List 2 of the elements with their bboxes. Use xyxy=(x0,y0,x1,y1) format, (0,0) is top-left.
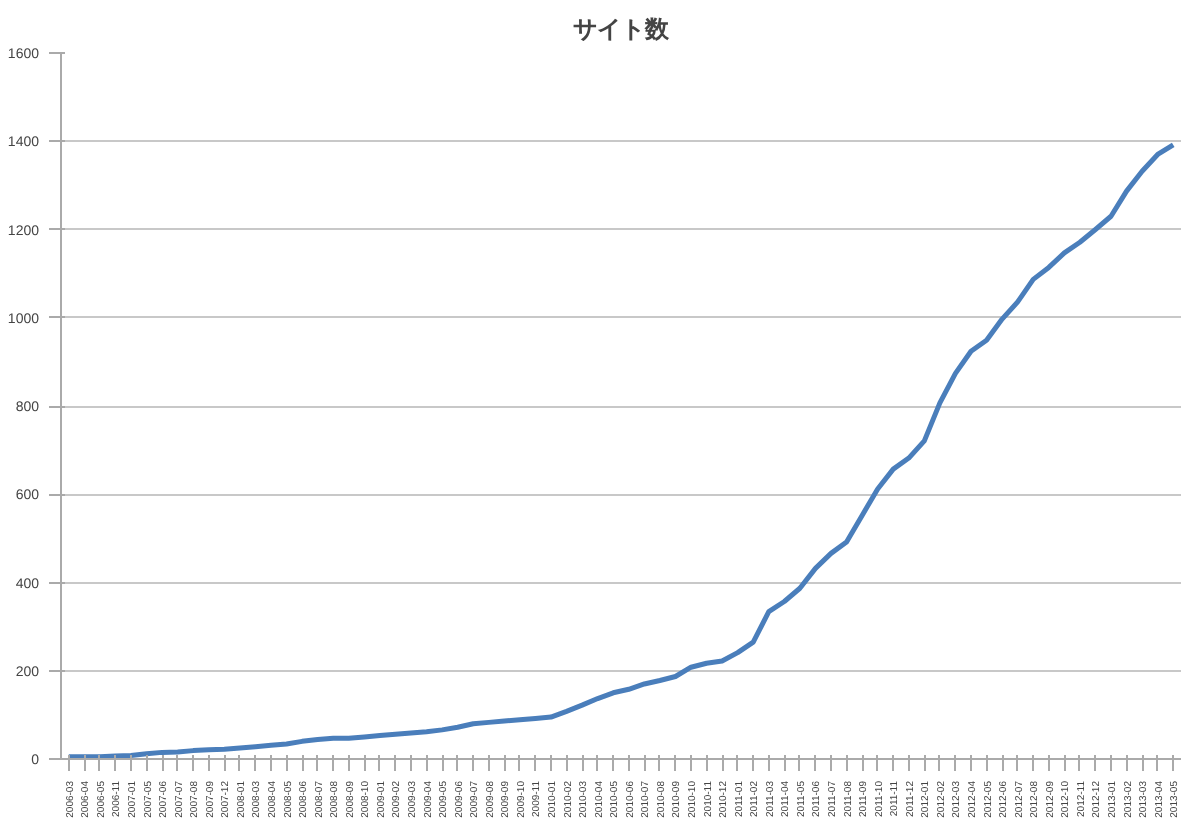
line-series xyxy=(66,142,1176,759)
chart-title: サイト数 xyxy=(573,15,671,43)
